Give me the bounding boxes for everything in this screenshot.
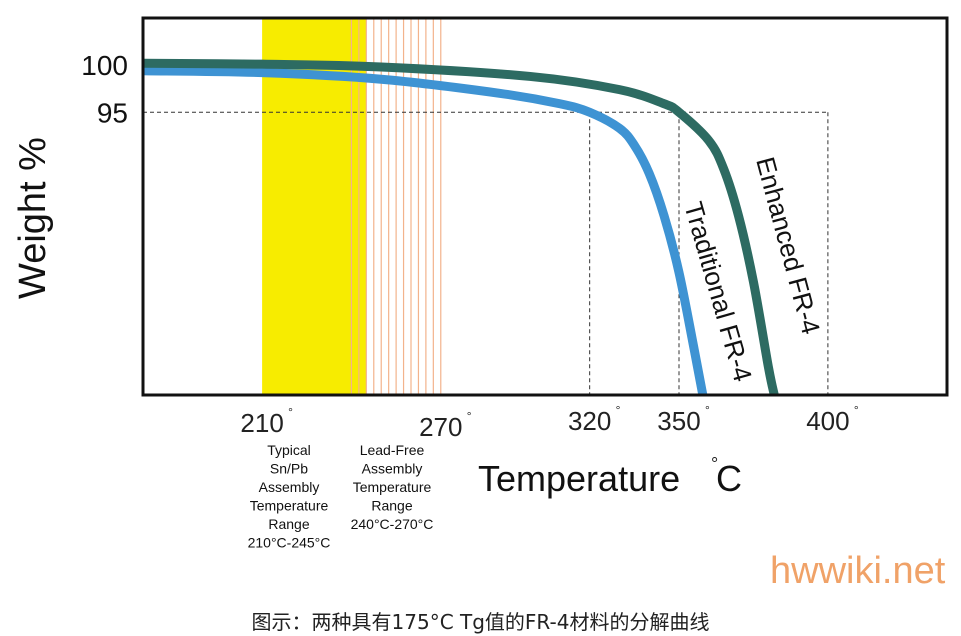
series-line-traditional-fr-4	[142, 66, 708, 396]
y-tick-label: 95	[97, 97, 128, 128]
x-tick-label: 320	[568, 406, 611, 436]
x-tick-labels: 210 ° 270 ° 320 ° 350 ° 400 °	[240, 403, 858, 442]
x-tick-label: 350	[657, 406, 700, 436]
x-tick-degree: °	[467, 409, 472, 423]
band-label: Lead-Free Assembly Temperature Range 240°C-2…	[351, 442, 434, 532]
band-labels: Typical Sn/Pb Assembly Temperature Range 210°…	[248, 442, 434, 551]
band-label-line: 210°C-245°C	[248, 535, 331, 551]
y-axis-label: Weight %	[12, 137, 54, 299]
band-label-line: Lead-Free	[360, 442, 425, 458]
x-tick-label: 210	[240, 408, 283, 438]
band-label-line: 240°C-270°C	[351, 516, 434, 532]
band-label-line: Assembly	[259, 479, 320, 495]
series-label-traditional: Traditional FR-4	[678, 198, 758, 385]
band-label-line: Typical	[267, 442, 311, 458]
x-tick-label: 400	[806, 406, 849, 436]
band-label-line: Range	[371, 498, 412, 514]
x-tick-degree: °	[705, 403, 710, 417]
series-line-enhanced-fr-4	[142, 58, 779, 396]
band-label-line: Temperature	[250, 498, 329, 514]
x-tick-degree: °	[854, 403, 859, 417]
band-label-line: Assembly	[362, 461, 423, 477]
band-label-line: Sn/Pb	[270, 461, 308, 477]
y-tick-labels: 100 95	[81, 50, 128, 128]
chart: 100 95 210 ° 270 ° 320 ° 350 ° 400 ° Typical Sn/Pb A…	[12, 16, 949, 551]
watermark: hwwiki.net	[770, 550, 946, 592]
series-lines	[142, 58, 779, 396]
x-axis-label-degree: °	[711, 454, 718, 474]
x-tick-degree: °	[616, 403, 621, 417]
x-tick-degree: °	[288, 405, 293, 419]
x-axis-label-unit: C	[716, 458, 742, 499]
plot-frame	[141, 16, 949, 397]
x-tick-label: 270	[419, 412, 462, 442]
figure-caption: 图示：两种具有175°C Tg值的FR-4材料的分解曲线	[251, 610, 710, 634]
x-axis-label: Temperature ° C	[478, 454, 742, 499]
x-axis-label-text: Temperature	[478, 458, 680, 499]
band-label-line: Temperature	[353, 479, 432, 495]
y-tick-label: 100	[81, 50, 128, 81]
band-label-line: Range	[268, 516, 309, 532]
band-label: Typical Sn/Pb Assembly Temperature Range 210°…	[248, 442, 331, 551]
